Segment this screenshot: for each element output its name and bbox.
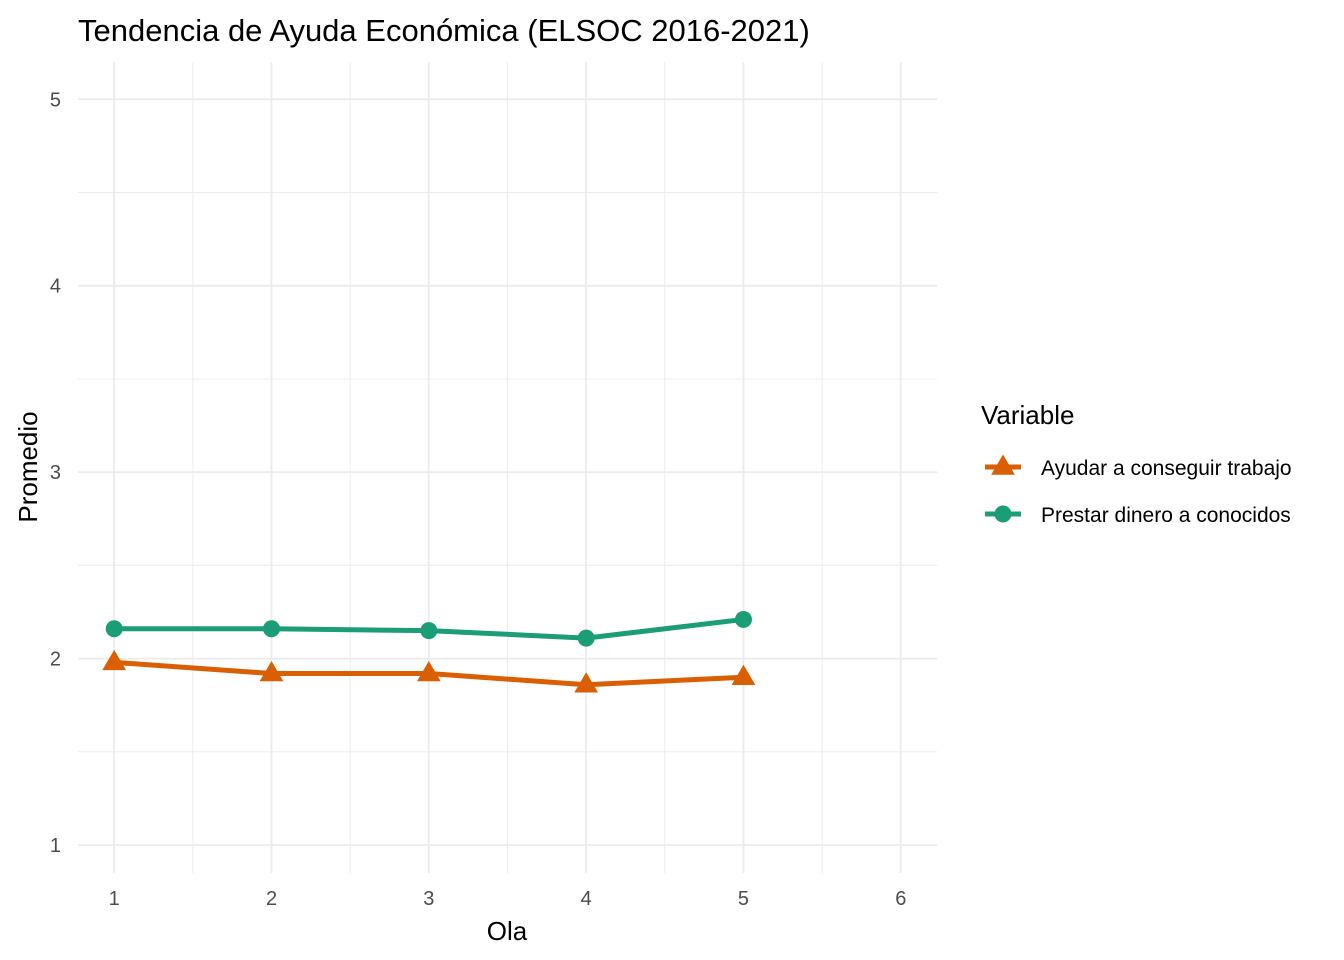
legend-label: Prestar dinero a conocidos (1041, 504, 1291, 527)
y-tick-label: 2 (50, 649, 61, 671)
chart-title: Tendencia de Ayuda Económica (ELSOC 2016… (78, 13, 810, 48)
x-tick-label: 3 (423, 888, 434, 910)
data-point (259, 661, 284, 682)
data-point (734, 610, 752, 628)
y-axis-title: Promedio (13, 411, 43, 522)
legend-key-marker (994, 505, 1012, 523)
y-tick-label: 5 (50, 89, 61, 111)
x-tick-label: 4 (581, 888, 592, 910)
series-1 (105, 610, 752, 647)
data-point (420, 622, 438, 640)
y-tick-label: 1 (50, 835, 61, 857)
x-axis-ticks: 1 2 3 4 5 6 (109, 888, 907, 910)
series-layer (102, 610, 756, 693)
data-point (416, 661, 441, 682)
grid (78, 62, 937, 873)
legend-key-marker (991, 454, 1015, 475)
data-point (105, 620, 123, 638)
y-tick-label: 4 (50, 276, 61, 298)
legend-title: Variable (981, 400, 1074, 430)
x-tick-label: 6 (895, 888, 906, 910)
legend: Variable Ayudar a conseguir trabajo Prest… (981, 400, 1292, 527)
x-tick-label: 1 (109, 888, 120, 910)
y-tick-label: 3 (50, 462, 61, 484)
legend-item: Prestar dinero a conocidos (985, 504, 1291, 527)
legend-label: Ayudar a conseguir trabajo (1041, 457, 1292, 480)
data-point (574, 672, 599, 693)
x-tick-label: 2 (266, 888, 277, 910)
data-point (577, 629, 595, 647)
data-point (102, 649, 127, 671)
legend-item: Ayudar a conseguir trabajo (985, 454, 1292, 480)
x-axis-title: Ola (487, 916, 528, 946)
y-axis-ticks: 1 2 3 4 5 (50, 89, 61, 857)
x-tick-label: 5 (738, 888, 749, 910)
data-point (263, 620, 281, 638)
series-0 (102, 649, 756, 693)
data-point (731, 664, 756, 685)
